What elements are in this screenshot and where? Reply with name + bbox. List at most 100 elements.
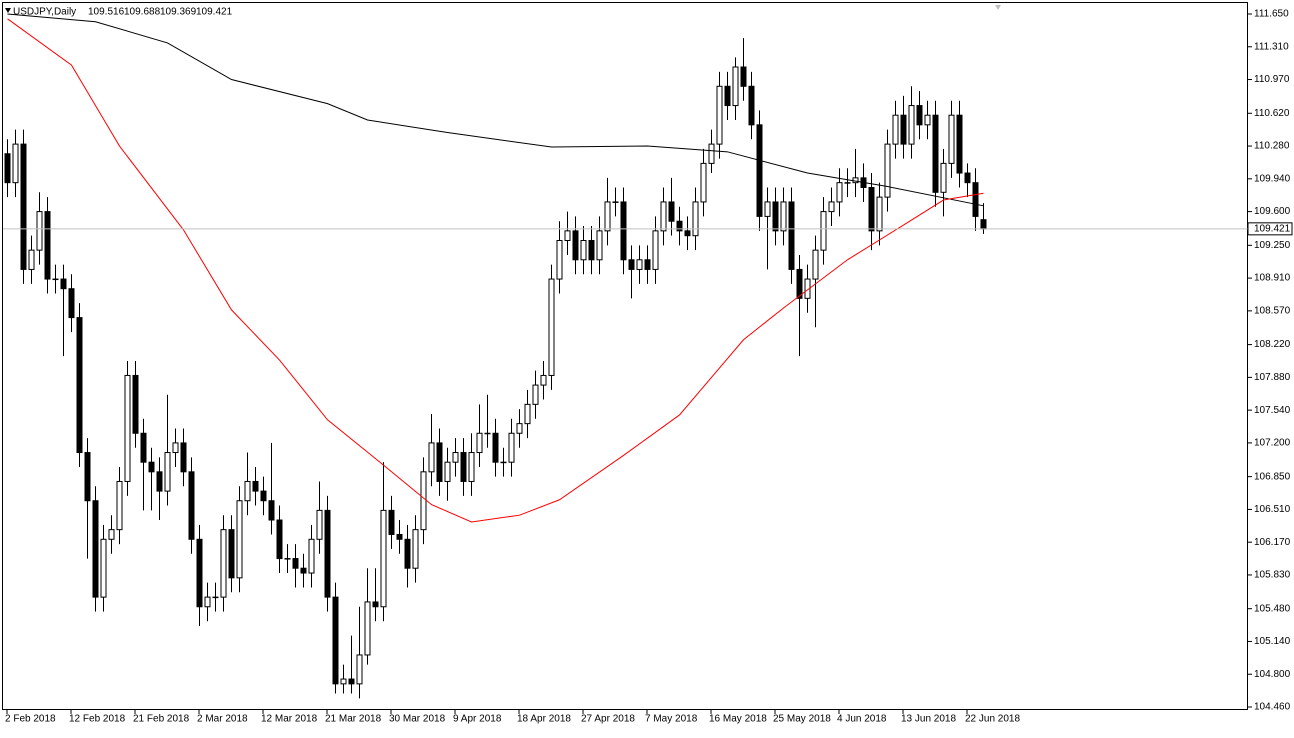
x-tick-label: 25 May 2018 — [773, 714, 831, 725]
candle-body — [508, 432, 515, 463]
x-tick-label: 2 Mar 2018 — [197, 714, 248, 725]
x-tick-label: 21 Mar 2018 — [325, 714, 382, 725]
y-tick-label: 110.620 — [1254, 108, 1290, 119]
candle-body — [92, 500, 99, 598]
candle-body — [924, 114, 931, 126]
candle-body — [724, 85, 731, 107]
candle-body — [612, 201, 619, 203]
candle-body — [940, 162, 947, 193]
candle-body — [652, 230, 659, 270]
candle-body — [972, 182, 979, 217]
candle-body — [604, 201, 611, 232]
candle-body — [404, 538, 411, 569]
candle-body — [812, 249, 819, 280]
candle-body — [740, 66, 747, 87]
candle-body — [292, 558, 299, 569]
candle-body — [316, 509, 323, 540]
x-tick-label: 16 May 2018 — [709, 714, 767, 725]
candle-body — [964, 172, 971, 184]
candle-body — [356, 654, 363, 685]
candle-body — [260, 490, 267, 502]
plot-frame — [2, 2, 1248, 710]
candle-body — [628, 259, 635, 270]
candle-body — [772, 201, 779, 232]
candle-body — [396, 533, 403, 540]
candle-body — [228, 529, 235, 579]
candle-body — [916, 105, 923, 126]
candle-body — [620, 201, 627, 261]
candle-body — [172, 442, 179, 454]
candle-body — [476, 432, 483, 454]
candle-body — [804, 278, 811, 299]
candle-body — [300, 567, 307, 574]
candle-body — [428, 442, 435, 473]
candle-body — [580, 240, 587, 261]
candle-body — [980, 219, 987, 230]
candle-body — [236, 500, 243, 579]
candle-body — [140, 432, 147, 463]
candle-body — [868, 186, 875, 232]
candle-body — [412, 529, 419, 569]
candle-body — [932, 114, 939, 193]
y-tick-label: 109.940 — [1254, 173, 1291, 184]
candle-body — [148, 461, 155, 473]
candle-body — [596, 230, 603, 261]
candle-body — [660, 201, 667, 232]
candle-body — [204, 596, 211, 608]
candle-body — [348, 678, 355, 685]
y-tick-label: 110.970 — [1254, 74, 1290, 85]
y-tick-label: 109.250 — [1254, 240, 1291, 251]
candle-body — [756, 124, 763, 217]
moving-average — [7, 18, 984, 523]
candle-body — [548, 278, 555, 376]
y-tick-label: 109.600 — [1254, 206, 1291, 217]
candle-body — [4, 153, 11, 184]
y-tick-label: 105.140 — [1254, 636, 1291, 647]
candle-body — [780, 201, 787, 232]
y-tick-label: 110.280 — [1254, 141, 1290, 152]
candle-body — [676, 220, 683, 232]
candle-body — [52, 278, 59, 281]
candle-body — [308, 538, 315, 574]
candle-body — [668, 201, 675, 222]
candle-body — [284, 558, 291, 560]
price-label-box — [1247, 222, 1293, 236]
y-tick-label: 104.800 — [1254, 669, 1291, 680]
candle-body — [108, 529, 115, 540]
x-tick-label: 21 Feb 2018 — [133, 714, 190, 725]
candle-body — [100, 538, 107, 598]
candle-body — [44, 211, 51, 280]
y-tick-label: 107.200 — [1254, 438, 1291, 449]
candle-body — [28, 249, 35, 270]
candle-body — [716, 85, 723, 145]
shift-marker — [995, 5, 1001, 10]
y-tick-label: 104.460 — [1254, 702, 1291, 713]
candle-body — [484, 432, 491, 435]
candle-body — [372, 601, 379, 608]
candle-body — [764, 201, 771, 217]
candle-body — [708, 143, 715, 164]
candle-body — [116, 480, 123, 531]
candle-body — [540, 374, 547, 386]
candle-body — [468, 452, 475, 482]
candle-body — [436, 442, 443, 482]
candle-body — [564, 230, 571, 242]
y-tick-label: 107.880 — [1254, 372, 1291, 383]
candle-body — [164, 452, 171, 492]
y-tick-label: 111.310 — [1254, 41, 1289, 52]
x-tick-label: 4 Jun 2018 — [837, 714, 887, 725]
candle-body — [692, 201, 699, 237]
candle-body — [380, 509, 387, 608]
x-tick-label: 12 Feb 2018 — [69, 714, 126, 725]
y-tick-label: 106.170 — [1254, 537, 1291, 548]
x-tick-label: 2 Feb 2018 — [5, 714, 56, 725]
y-tick-label: 108.570 — [1254, 306, 1291, 317]
candle-body — [636, 259, 643, 270]
x-tick-label: 7 May 2018 — [645, 714, 698, 725]
price-label: 109.421 — [1254, 223, 1291, 234]
candle-body — [788, 201, 795, 270]
header-high: 109.688 — [124, 7, 161, 18]
